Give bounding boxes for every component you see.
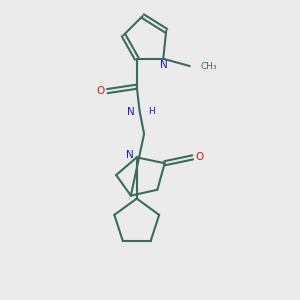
Text: N: N — [127, 107, 134, 117]
Text: H: H — [148, 107, 155, 116]
Text: N: N — [126, 150, 134, 160]
Text: CH₃: CH₃ — [201, 61, 217, 70]
Text: N: N — [160, 60, 168, 70]
Text: O: O — [195, 152, 203, 162]
Text: O: O — [97, 86, 105, 96]
